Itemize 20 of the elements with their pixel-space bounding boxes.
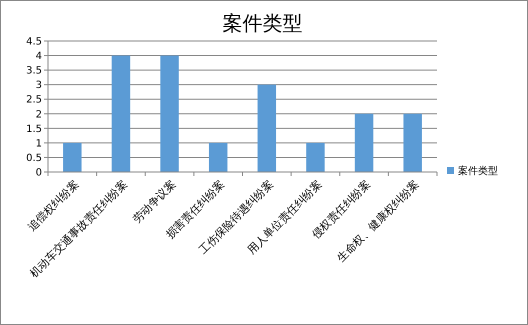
y-tick-label: 4 <box>36 51 42 62</box>
bar <box>112 56 130 172</box>
y-tick-label: 3.5 <box>26 66 42 77</box>
bar <box>354 114 374 172</box>
y-tick-label: 2 <box>36 109 42 120</box>
chart-title: 案件类型 <box>222 11 302 35</box>
y-tick-label: 0 <box>36 168 42 178</box>
bar <box>208 142 228 172</box>
y-tick-label: 2.5 <box>26 94 42 106</box>
bar <box>306 142 325 172</box>
bar <box>403 114 422 172</box>
bar <box>258 84 276 172</box>
y-tick-label: 4.5 <box>26 36 42 48</box>
y-tick-label: 1 <box>36 138 42 150</box>
legend-label: 案件类型 <box>458 165 498 177</box>
y-tick-label: 0.5 <box>26 152 42 164</box>
y-tick-label: 1.5 <box>26 124 42 135</box>
bar <box>160 56 179 172</box>
y-tick-label: 3 <box>36 80 42 92</box>
bar <box>63 142 82 172</box>
